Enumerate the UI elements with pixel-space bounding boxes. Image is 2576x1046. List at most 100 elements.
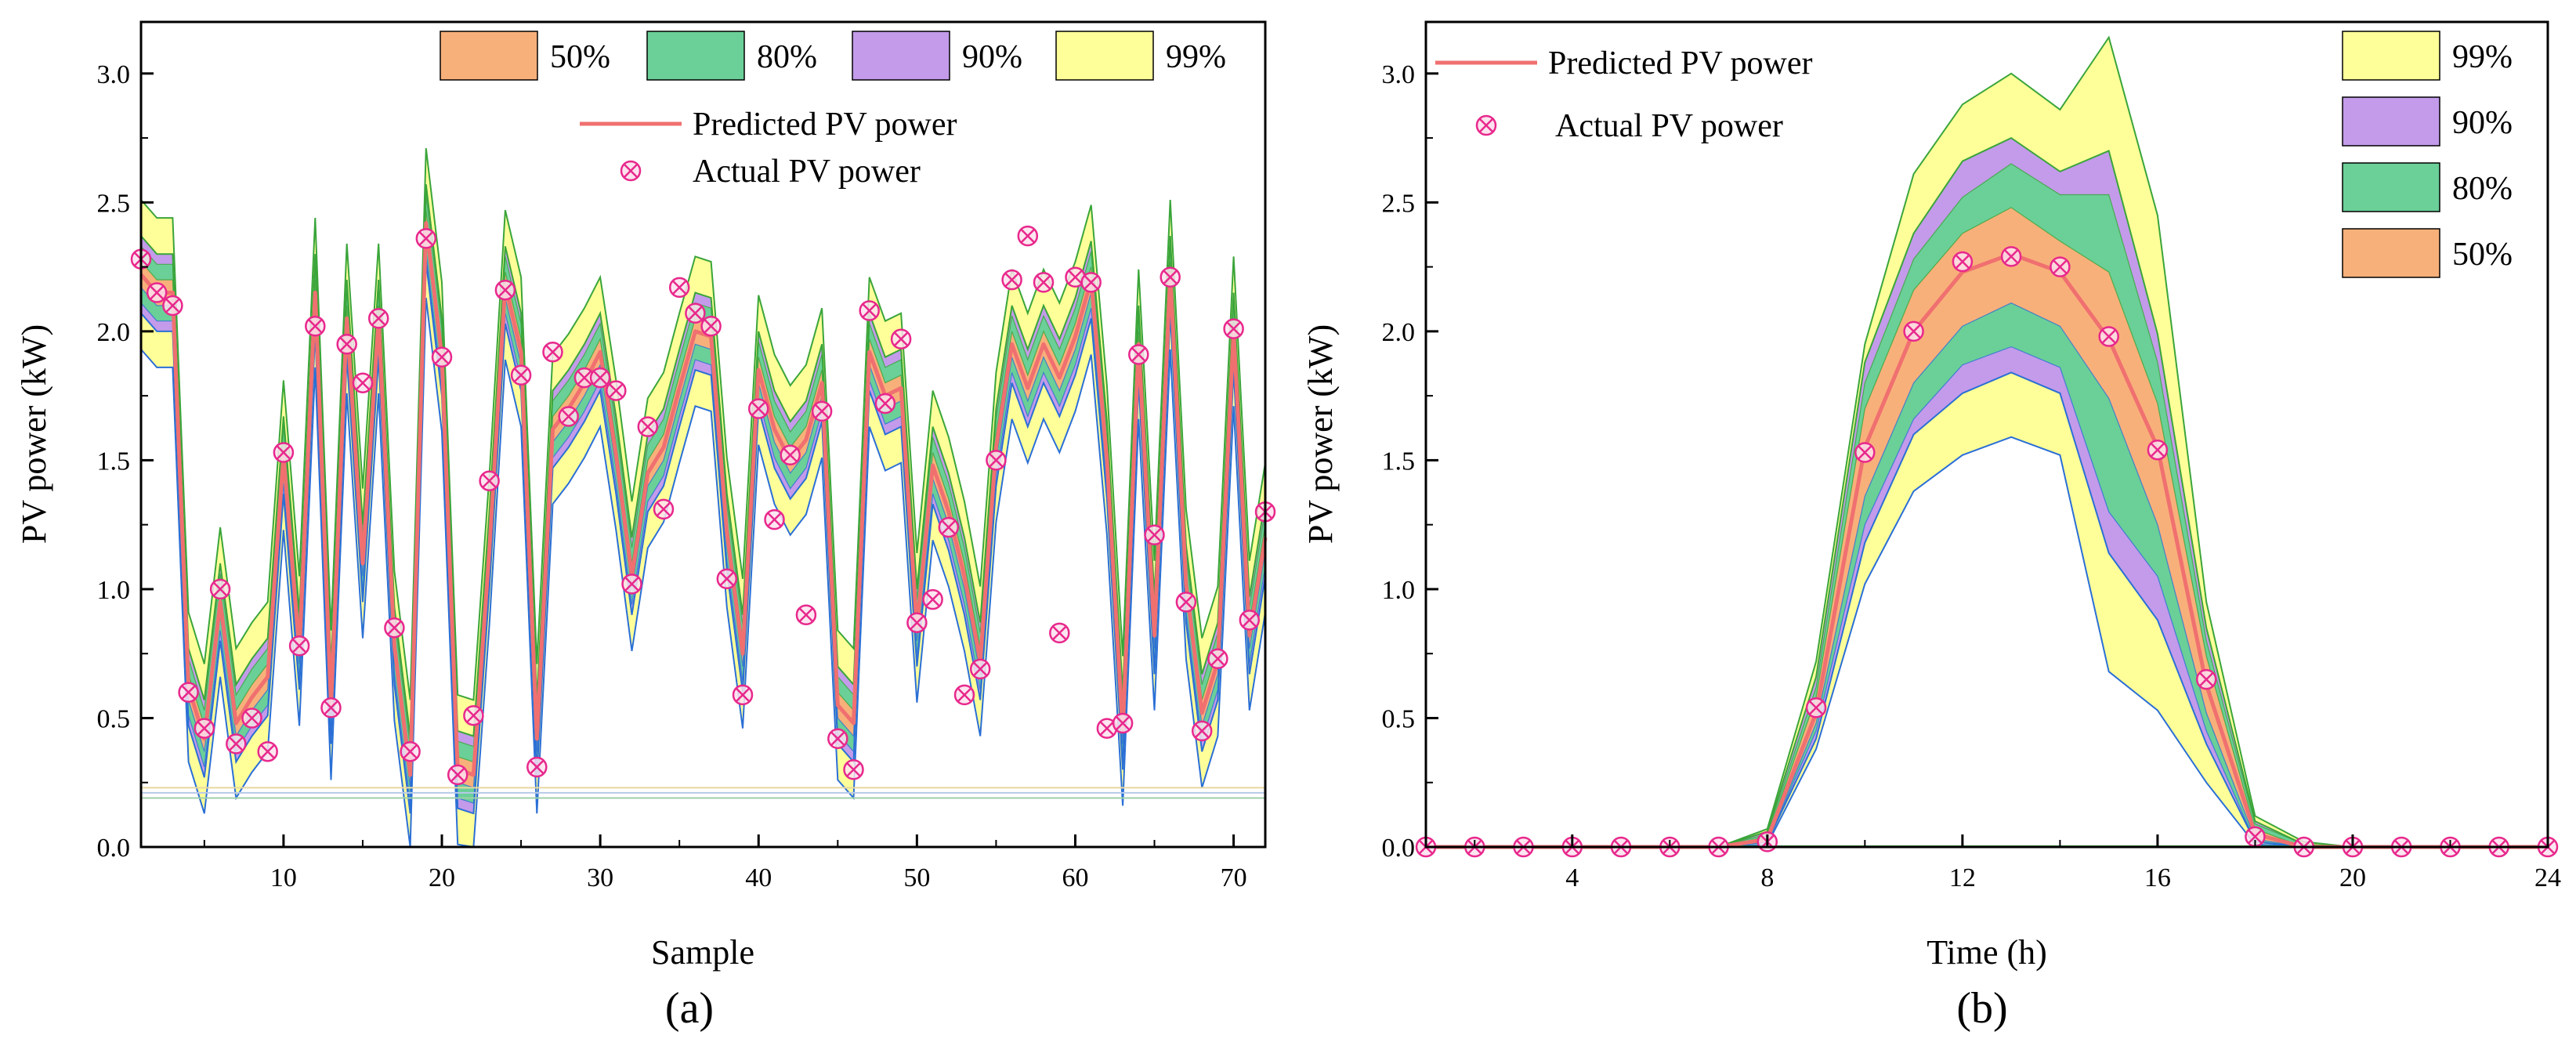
actual-point-a-57	[1017, 225, 1039, 247]
actual-point-cross	[308, 319, 323, 334]
actual-point-a-4	[178, 682, 199, 703]
y-tick-label-b: 1.5	[1382, 447, 1416, 476]
actual-point-cross	[657, 502, 671, 516]
panel-a-bands	[140, 148, 1266, 849]
legend-a-actual-label: Actual PV power	[693, 154, 921, 190]
actual-point-cross	[514, 367, 528, 382]
actual-point-cross	[1004, 273, 1019, 287]
x-tick-label-a: 20	[429, 863, 455, 892]
actual-point-a-61	[1080, 272, 1102, 293]
actual-point-cross	[277, 445, 291, 460]
legend-a-label-99: 99%	[1166, 39, 1226, 75]
actual-point-b-18	[2245, 826, 2266, 848]
actual-point-cross	[767, 512, 782, 527]
actual-point-a-16	[367, 308, 389, 329]
actual-point-cross	[736, 688, 750, 702]
actual-point-cross	[1037, 275, 1051, 290]
actual-point-a-43	[795, 604, 817, 626]
y-tick-label-a: 1.5	[97, 447, 131, 476]
actual-point-a-9	[257, 740, 278, 762]
actual-point-cross	[1020, 229, 1035, 243]
x-tick-label-b: 20	[2339, 863, 2366, 892]
actual-point-cross	[2004, 249, 2018, 264]
legend-b-predicted-label: Predicted PV power	[1548, 45, 1813, 81]
actual-point-cross	[244, 711, 259, 726]
legend-b-swatch-99	[2342, 31, 2440, 81]
actual-point-cross	[2101, 329, 2116, 344]
x-tick-label-a: 30	[587, 863, 613, 892]
x-tick-label-a: 70	[1221, 863, 1247, 892]
actual-point-b-16	[2147, 439, 2169, 461]
legend-a-label-50: 50%	[550, 39, 610, 75]
legend-b-actual-marker	[1475, 114, 1497, 136]
legend-b-swatch-90	[2342, 96, 2440, 147]
actual-point-cross	[1210, 651, 1225, 666]
actual-point-cross	[719, 571, 734, 586]
panel-b-x-axis-title: Time (h)	[1927, 933, 2047, 972]
x-tick-label-a: 60	[1062, 863, 1088, 892]
actual-point-a-48	[874, 393, 896, 414]
actual-point-a-39	[732, 684, 754, 706]
panel-a-label: (a)	[665, 984, 714, 1033]
actual-point-cross	[688, 306, 703, 320]
actual-point-cross	[624, 577, 639, 592]
actual-point-a-17	[384, 617, 405, 639]
actual-point-a-34	[653, 498, 675, 520]
actual-point-cross	[450, 768, 465, 782]
actual-point-a-6	[209, 578, 231, 600]
actual-point-cross	[1906, 324, 1921, 338]
actual-point-cross	[862, 303, 877, 318]
actual-point-a-23	[479, 470, 500, 491]
actual-point-a-36	[685, 302, 706, 324]
actual-point-cross	[292, 639, 306, 653]
actual-point-cross	[941, 520, 956, 534]
y-tick-label-b: 1.0	[1382, 576, 1416, 605]
actual-point-a-55	[986, 450, 1007, 471]
actual-point-a-24	[494, 279, 516, 301]
legend-a-label-80: 80%	[757, 39, 817, 75]
actual-point-a-22	[463, 704, 484, 726]
panel-a-predicted-line	[139, 221, 1268, 777]
actual-point-b-13	[2000, 246, 2022, 267]
legend-b-swatch-80	[2342, 162, 2440, 212]
actual-point-cross	[2248, 829, 2263, 844]
actual-point-cross	[704, 319, 718, 334]
actual-point-cross	[1084, 275, 1098, 290]
actual-point-b-11	[1903, 320, 1924, 342]
actual-point-a-10	[273, 442, 295, 463]
x-tick-label-a: 10	[270, 863, 297, 892]
actual-point-a-8	[241, 708, 262, 729]
band-99-b	[1426, 37, 2548, 848]
actual-point-a-68	[1191, 720, 1213, 742]
actual-point-a-58	[1033, 272, 1055, 293]
panel-a-y-ticks: 0.0 0.5 1.0 1.5 2.0 2.5 3.0	[97, 60, 154, 863]
x-tick-label-b: 24	[2534, 863, 2561, 892]
actual-point-a-19	[415, 228, 437, 249]
actual-point-b-9	[1805, 697, 1827, 718]
actual-point-cross	[356, 375, 370, 390]
actual-point-a-31	[606, 380, 627, 401]
legend-a-actual-marker	[620, 160, 642, 182]
actual-point-cross	[925, 592, 940, 606]
actual-point-a-20	[431, 346, 453, 368]
x-tick-label-b: 8	[1760, 863, 1774, 892]
actual-point-cross	[1179, 595, 1193, 610]
actual-point-a-65	[1144, 524, 1165, 546]
panel-a: 10 20 30 40 50 60 70 0.0 0.5 1.0 1.5 2.0 2.5 3.0 Sam…	[15, 20, 1276, 1033]
actual-point-a-60	[1065, 266, 1086, 288]
actual-point-b-15	[2098, 326, 2119, 347]
panel-a-actual-markers	[130, 225, 1276, 786]
legend-b-swatch-50	[2342, 228, 2440, 278]
actual-point-cross	[371, 311, 386, 326]
actual-point-cross	[150, 285, 165, 300]
y-tick-label-b: 2.0	[1382, 318, 1416, 347]
panel-b-legend: Predicted PV power Actual PV power 99% 9…	[1435, 31, 2513, 278]
actual-point-a-42	[780, 444, 801, 466]
actual-point-cross	[751, 401, 766, 416]
actual-point-a-32	[621, 574, 642, 595]
actual-point-cross	[593, 371, 607, 385]
actual-point-b-10	[1854, 442, 1876, 463]
band-upper-outline-99-a	[140, 148, 1266, 701]
actual-point-cross	[197, 721, 212, 736]
y-tick-label-b: 0.5	[1382, 704, 1416, 733]
